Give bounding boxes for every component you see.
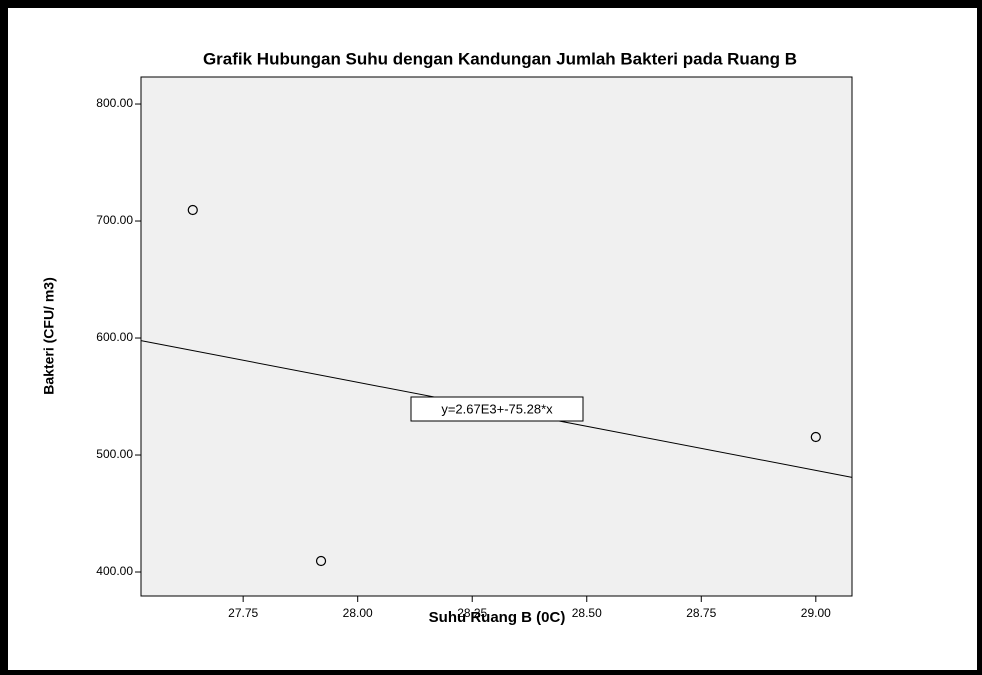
x-tick-label: 27.75 <box>228 606 258 620</box>
point <box>810 431 821 443</box>
chart-title: Grafik Hubungan Suhu dengan Kandungan Ju… <box>203 49 797 68</box>
x-axis-label: Suhu Ruang B (0C) <box>429 609 566 626</box>
y-tick-label: 700.00 <box>96 213 133 227</box>
fit-label: y=2.67E3+-75.28*x <box>441 401 553 416</box>
x-tick-label: 28.50 <box>572 606 602 620</box>
x-tick-label: 28.00 <box>343 606 373 620</box>
y-tick-label: 600.00 <box>96 330 133 344</box>
x-tick-label: 28.25 <box>457 606 487 620</box>
y-tick-label: 400.00 <box>96 564 133 578</box>
x-tick-label: 29.00 <box>801 606 831 620</box>
y-tick-label: 500.00 <box>96 447 133 461</box>
y-axis-label: Bakteri (CFU/ m3) <box>41 277 57 394</box>
fit-label-box <box>410 396 584 422</box>
x-tick-label: 28.75 <box>686 606 716 620</box>
point <box>187 204 198 216</box>
plot-area <box>140 76 853 597</box>
y-tick-label: 800.00 <box>96 96 133 110</box>
point <box>315 555 327 567</box>
